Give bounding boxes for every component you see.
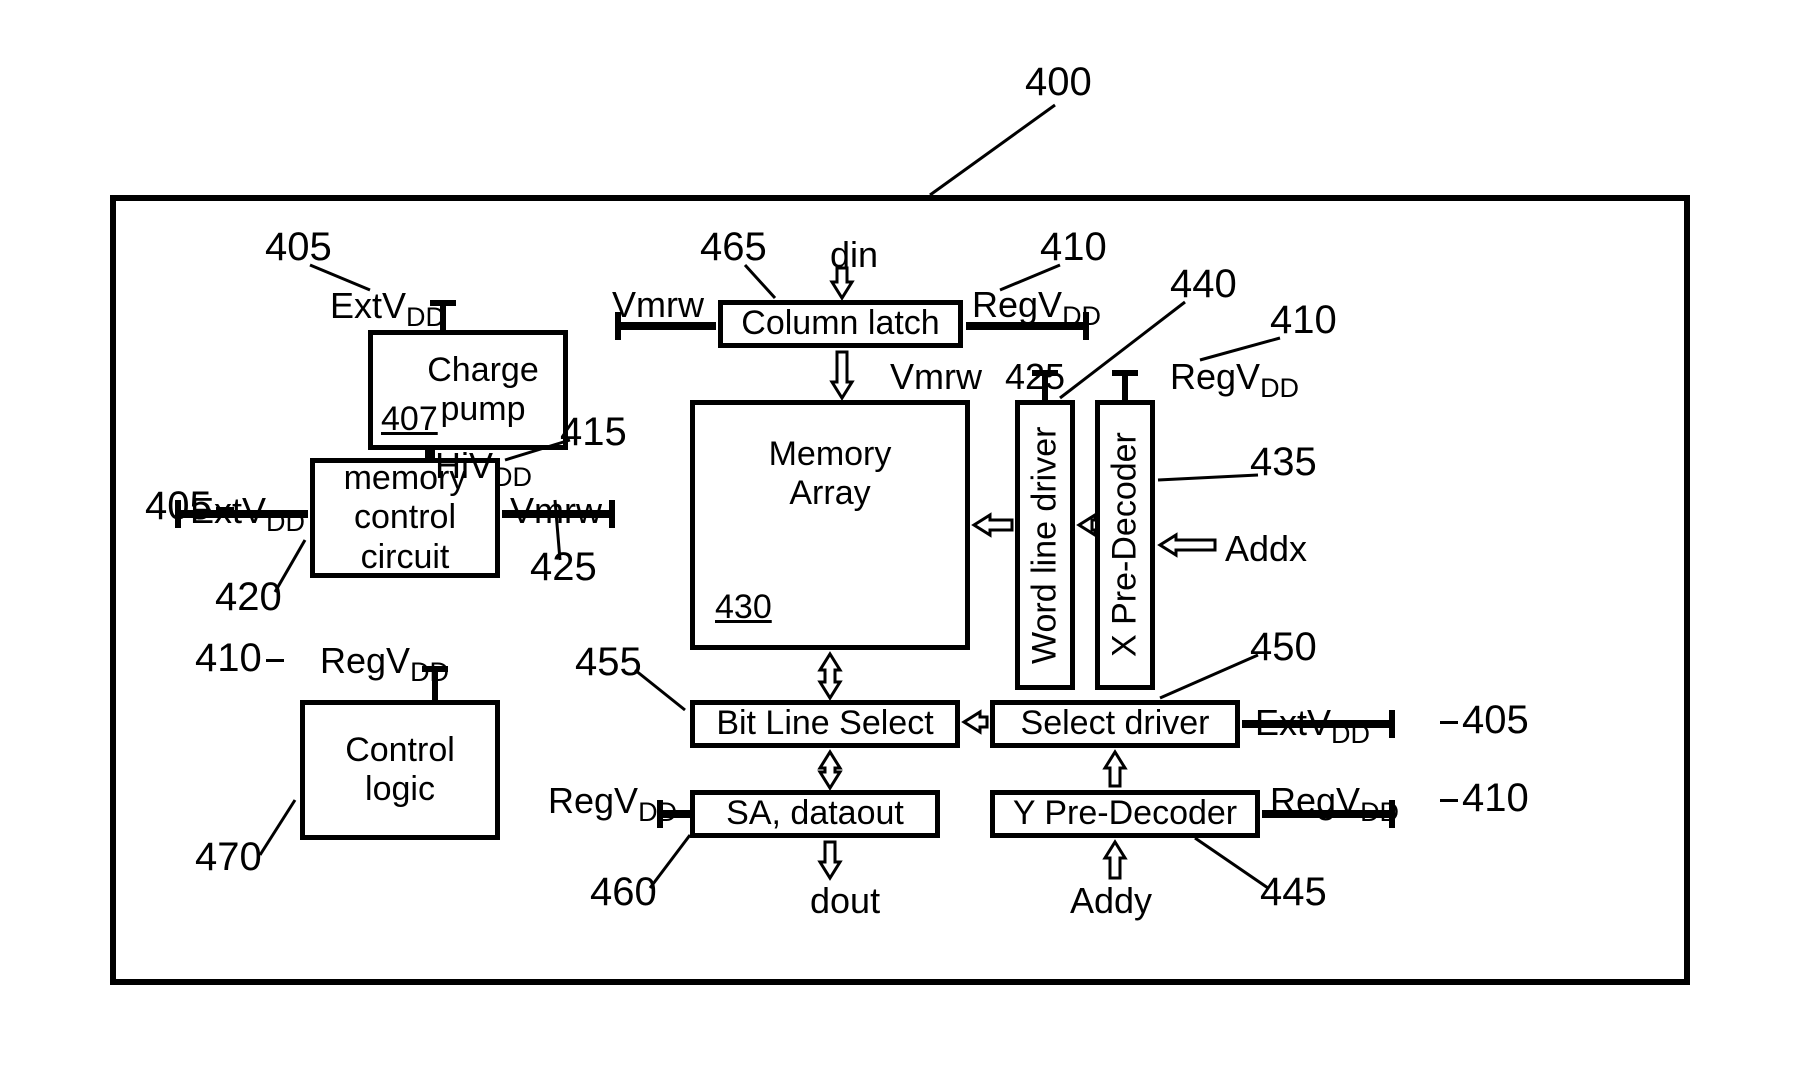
svg-layer xyxy=(0,0,1808,1078)
